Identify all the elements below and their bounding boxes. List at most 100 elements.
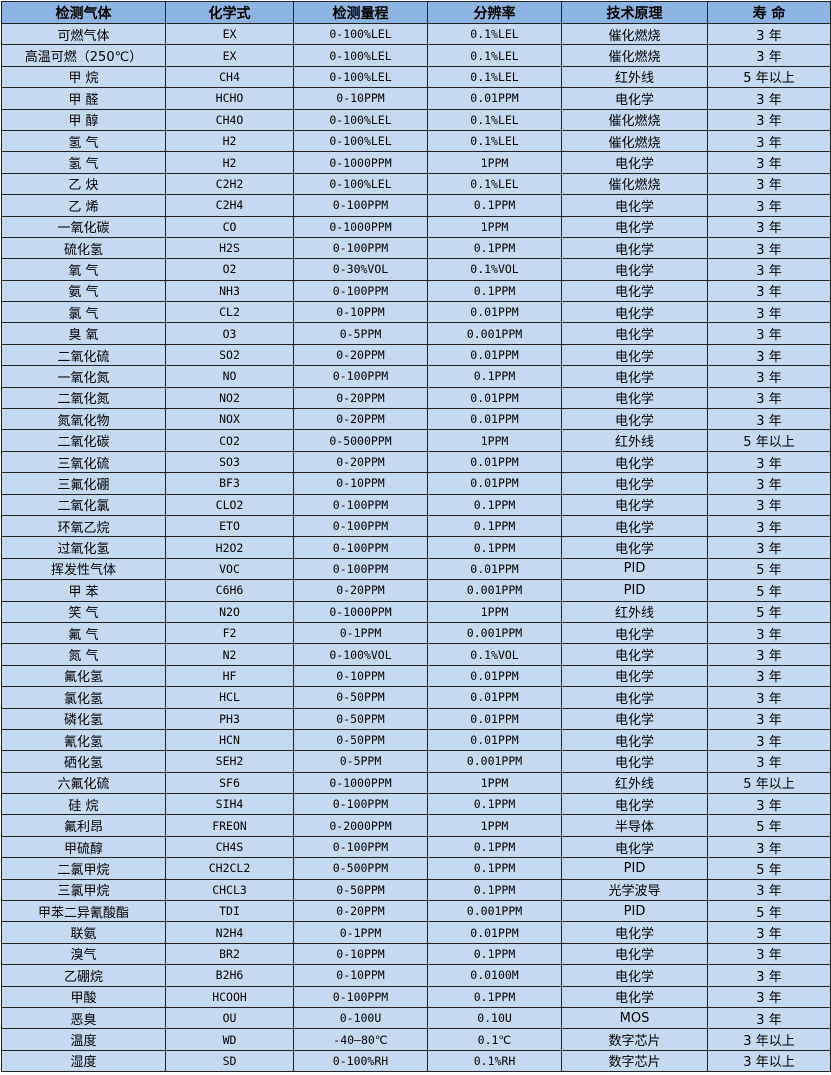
cell-resolution: 0.1PPM <box>427 793 562 816</box>
cell-range: 0-1PPM <box>293 621 428 645</box>
cell-lifespan: 3 年 <box>707 728 831 752</box>
cell-formula: NO <box>165 365 294 388</box>
cell-gas-name: 甲 苯 <box>1 579 166 602</box>
cell-resolution: 0.01PPM <box>427 707 562 730</box>
table-row: 二氯甲烷 CH2CL2 0-500PPM 0.1PPM PID 5 年 <box>1 857 831 880</box>
cell-formula: NH3 <box>165 279 294 303</box>
table-row: 二氧化氮 NO2 0-20PPM 0.01PPM 电化学 3 年 <box>1 386 831 410</box>
cell-principle: 数字芯片 <box>561 1028 708 1051</box>
cell-formula: F2 <box>165 621 294 645</box>
cell-resolution: 0.1PPM <box>427 878 562 902</box>
cell-resolution: 0.1%LEL <box>427 44 562 67</box>
cell-principle: 电化学 <box>561 472 708 495</box>
table-row: 一氧化氮 NO 0-100PPM 0.1PPM 电化学 3 年 <box>1 365 831 388</box>
cell-gas-name: 氮氧化物 <box>1 408 166 431</box>
cell-formula: SIH4 <box>165 793 294 816</box>
cell-formula: NO2 <box>165 386 294 410</box>
cell-gas-name: 甲硫醇 <box>1 835 166 859</box>
cell-principle: 电化学 <box>561 707 708 730</box>
table-row: 溴气 BR2 0-10PPM 0.1PPM 电化学 3 年 <box>1 942 831 966</box>
cell-resolution: 0.001PPM <box>427 750 562 773</box>
cell-gas-name: 三氧化硫 <box>1 450 166 474</box>
cell-principle: 电化学 <box>561 985 708 1008</box>
cell-range: 0-50PPM <box>293 878 428 902</box>
table-row: 氟 气 F2 0-1PPM 0.001PPM 电化学 3 年 <box>1 621 831 645</box>
cell-lifespan: 5 年 <box>707 579 831 602</box>
cell-principle: 电化学 <box>561 964 708 987</box>
table-row: 湿度 SD 0-100%RH 0.1%RH 数字芯片 3 年以上 <box>1 1049 831 1073</box>
table-row: 氯化氢 HCL 0-50PPM 0.01PPM 电化学 3 年 <box>1 686 831 709</box>
cell-formula: C2H4 <box>165 194 294 217</box>
cell-lifespan: 3 年 <box>707 258 831 281</box>
cell-resolution: 0.1PPM <box>427 236 562 260</box>
table-row: 氟利昂 FREON 0-2000PPM 1PPM 半导体 5 年 <box>1 814 831 837</box>
cell-formula: SO2 <box>165 343 294 367</box>
cell-lifespan: 3 年 <box>707 301 831 324</box>
cell-gas-name: 温度 <box>1 1028 166 1051</box>
cell-principle: 电化学 <box>561 728 708 752</box>
cell-formula: WD <box>165 1028 294 1051</box>
table-row: 联氨 N2H4 0-1PPM 0.01PPM 电化学 3 年 <box>1 921 831 944</box>
cell-lifespan: 3 年 <box>707 942 831 966</box>
cell-formula: O2 <box>165 258 294 281</box>
cell-lifespan: 5 年以上 <box>707 65 831 89</box>
table-row: 可燃气体 EX 0-100%LEL 0.1%LEL 催化燃烧 3 年 <box>1 22 831 46</box>
cell-lifespan: 3 年 <box>707 878 831 902</box>
cell-formula: NOX <box>165 408 294 431</box>
table-row: 硒化氢 SEH2 0-5PPM 0.001PPM 电化学 3 年 <box>1 750 831 773</box>
table-row: 甲 烷 CH4 0-100%LEL 0.1%LEL 红外线 5 年以上 <box>1 65 831 89</box>
cell-gas-name: 联氨 <box>1 921 166 944</box>
cell-lifespan: 3 年 <box>707 621 831 645</box>
cell-principle: 电化学 <box>561 365 708 388</box>
cell-principle: 电化学 <box>561 450 708 474</box>
cell-principle: 电化学 <box>561 686 708 709</box>
cell-formula: N2 <box>165 643 294 666</box>
cell-gas-name: 氢 气 <box>1 151 166 174</box>
column-header-lifespan: 寿 命 <box>707 1 831 24</box>
cell-range: 0-100PPM <box>293 985 428 1008</box>
cell-principle: 电化学 <box>561 921 708 944</box>
cell-range: 0-100%LEL <box>293 65 428 89</box>
cell-lifespan: 3 年 <box>707 450 831 474</box>
cell-lifespan: 5 年 <box>707 557 831 581</box>
cell-resolution: 0.01PPM <box>427 87 562 110</box>
table-row: 甲 醛 HCHO 0-10PPM 0.01PPM 电化学 3 年 <box>1 87 831 110</box>
cell-formula: EX <box>165 22 294 46</box>
cell-gas-name: 甲苯二异氰酸酯 <box>1 900 166 923</box>
cell-range: 0-30%VOL <box>293 258 428 281</box>
cell-resolution: 0.1PPM <box>427 835 562 859</box>
column-header-formula: 化学式 <box>165 1 294 24</box>
cell-gas-name: 氟 气 <box>1 621 166 645</box>
cell-lifespan: 3 年 <box>707 707 831 730</box>
cell-principle: 红外线 <box>561 600 708 623</box>
table-row: 六氟化硫 SF6 0-1000PPM 1PPM 红外线 5 年以上 <box>1 771 831 795</box>
cell-resolution: 1PPM <box>427 429 562 452</box>
cell-principle: 电化学 <box>561 514 708 538</box>
cell-formula: CO <box>165 215 294 238</box>
cell-resolution: 1PPM <box>427 771 562 795</box>
cell-formula: CHCL3 <box>165 878 294 902</box>
cell-principle: 催化燃烧 <box>561 172 708 196</box>
cell-resolution: 0.1%VOL <box>427 258 562 281</box>
cell-range: 0-50PPM <box>293 686 428 709</box>
cell-formula: BF3 <box>165 472 294 495</box>
cell-formula: SF6 <box>165 771 294 795</box>
cell-lifespan: 5 年 <box>707 600 831 623</box>
cell-lifespan: 3 年 <box>707 22 831 46</box>
cell-formula: TDI <box>165 900 294 923</box>
cell-lifespan: 3 年 <box>707 279 831 303</box>
cell-lifespan: 3 年 <box>707 151 831 174</box>
cell-principle: MOS <box>561 1006 708 1030</box>
cell-principle: 电化学 <box>561 215 708 238</box>
cell-gas-name: 硒化氢 <box>1 750 166 773</box>
cell-range: 0-5PPM <box>293 322 428 345</box>
cell-lifespan: 3 年 <box>707 172 831 196</box>
cell-range: 0-1000PPM <box>293 215 428 238</box>
cell-gas-name: 二氧化碳 <box>1 429 166 452</box>
cell-lifespan: 3 年以上 <box>707 1028 831 1051</box>
cell-principle: 电化学 <box>561 236 708 260</box>
table-row: 笑 气 N2O 0-1000PPM 1PPM 红外线 5 年 <box>1 600 831 623</box>
cell-resolution: 0.001PPM <box>427 900 562 923</box>
table-body: 可燃气体 EX 0-100%LEL 0.1%LEL 催化燃烧 3 年高温可燃（250℃） E… <box>1 22 831 1073</box>
